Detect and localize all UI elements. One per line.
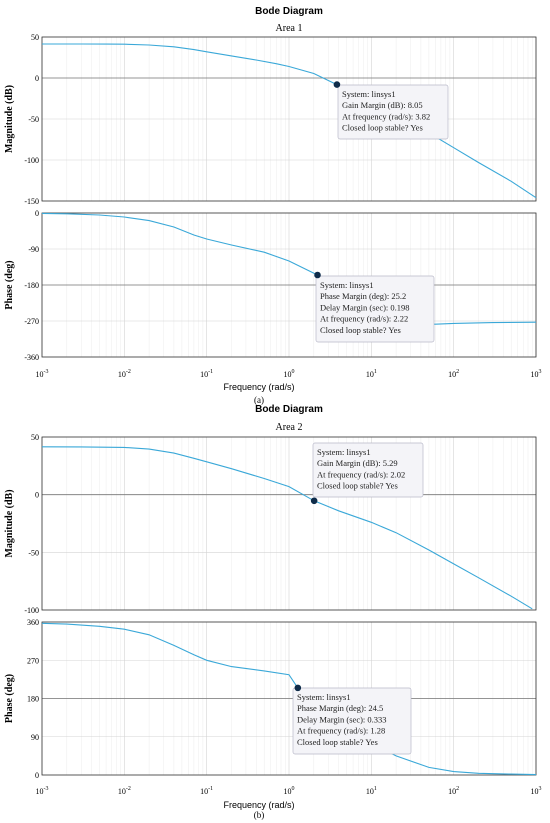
data-tip-line: At frequency (rad/s): 3.82	[342, 111, 430, 121]
y-tick-label: 360	[27, 618, 39, 627]
y-tick-label: -270	[24, 317, 39, 326]
x-axis-label: Frequency (rad/s)	[223, 382, 294, 392]
figure-caption: (b)	[254, 810, 265, 820]
data-tip-line: Closed loop stable? Yes	[342, 123, 423, 133]
x-tick-label: 101	[366, 786, 377, 796]
x-tick-label: 102	[448, 786, 459, 796]
chart-title: Bode Diagram	[255, 404, 323, 415]
y-tick-label: 0	[35, 491, 39, 500]
data-tip-line: At frequency (rad/s): 2.02	[317, 469, 405, 479]
y-tick-label: 50	[31, 433, 39, 442]
margin-marker	[310, 497, 318, 505]
y-tick-label: -90	[28, 245, 39, 254]
y-tick-label: 50	[31, 33, 39, 42]
data-tip-line: Closed loop stable? Yes	[297, 737, 378, 747]
figure-caption: (a)	[254, 395, 264, 405]
y-axis-label: Magnitude (dB)	[4, 489, 15, 557]
phase-panel: 0 -90 -180 -270 -360 Phase (deg) System: linsy…	[4, 209, 537, 362]
y-tick-label: 270	[27, 656, 39, 665]
data-tip-box	[315, 275, 435, 343]
data-tip-line: Delay Margin (sec): 0.198	[320, 302, 410, 312]
data-tip-line: At frequency (rad/s): 1.28	[297, 726, 385, 736]
x-tick-label: 103	[531, 786, 542, 796]
x-tick-label: 102	[448, 369, 459, 379]
y-axis-label: Phase (deg)	[4, 260, 15, 309]
axes-frame	[41, 36, 537, 202]
y-tick-label: 180	[27, 695, 39, 704]
axes-frame	[41, 212, 537, 358]
y-tick-label: -100	[24, 156, 39, 165]
axes-frame	[41, 621, 537, 776]
chart-title: Bode Diagram	[255, 6, 323, 17]
x-tick-label: 10-3	[36, 369, 49, 379]
x-tick-label: 100	[284, 786, 295, 796]
data-tip-box	[337, 84, 449, 140]
chart-subtitle: Area 2	[276, 422, 303, 433]
data-tip-box	[292, 687, 412, 755]
x-tick-label: 10-1	[200, 369, 213, 379]
y-tick-label: -50	[28, 548, 39, 557]
bode-chart-b: Bode Diagram Area 2 50 0 -50 -100 Magnitude (d…	[4, 404, 542, 820]
margin-marker	[333, 81, 341, 88]
data-tip-line: Gain Margin (dB): 5.29	[317, 458, 398, 468]
axes-frame	[41, 436, 537, 611]
y-tick-label: 90	[31, 733, 39, 742]
data-tip-line: At frequency (rad/s): 2.22	[320, 314, 408, 324]
y-tick-label: 0	[35, 771, 39, 780]
data-tip-line: Delay Margin (sec): 0.333	[297, 714, 387, 724]
bode-chart-a: Bode Diagram Area 1 50 0 -50 -100 -150 Magnitud…	[4, 6, 542, 405]
data-tip-line: System: linsys1	[342, 89, 396, 99]
data-tip-line: Gain Margin (dB): 8.05	[342, 100, 423, 110]
y-tick-label: -150	[24, 197, 39, 206]
magnitude-response-line	[42, 43, 537, 199]
data-tip-line: System: linsys1	[317, 447, 371, 457]
magnitude-response-line	[41, 446, 533, 610]
x-tick-label: 100	[284, 369, 295, 379]
magnitude-panel: 50 0 -50 -100 -150 Magnitude (dB) System: lins…	[4, 33, 537, 206]
margin-marker	[294, 684, 302, 692]
x-tick-label: 10-2	[118, 786, 131, 796]
margin-marker	[314, 271, 321, 279]
x-tick-label: 10-3	[36, 786, 49, 796]
data-tip-line: Phase Margin (deg): 25.2	[320, 291, 406, 301]
x-tick-label: 10-2	[118, 369, 131, 379]
y-tick-label: 0	[35, 209, 39, 218]
y-tick-label: -50	[28, 115, 39, 124]
phase-response-line	[41, 622, 537, 776]
x-axis-label: Frequency (rad/s)	[223, 800, 294, 810]
y-tick-label: -100	[24, 606, 39, 615]
y-axis-label: Magnitude (dB)	[4, 85, 15, 153]
data-tip-box	[312, 442, 424, 498]
x-tick-label: 103	[531, 369, 542, 379]
magnitude-panel: 50 0 -50 -100 Magnitude (dB) System: linsys1G…	[4, 433, 537, 615]
y-tick-label: -360	[24, 353, 39, 362]
x-tick-label: 10-1	[200, 786, 213, 796]
data-tip-line: System: linsys1	[320, 280, 374, 290]
x-tick-label: 101	[366, 369, 377, 379]
data-tip-line: System: linsys1	[297, 692, 351, 702]
phase-panel: 360 270 180 90 0 Phase (deg) System: linsys1Ph…	[4, 618, 537, 780]
chart-subtitle: Area 1	[276, 23, 303, 34]
data-tip-line: Phase Margin (deg): 24.5	[297, 703, 383, 713]
data-tip-line: Closed loop stable? Yes	[317, 481, 398, 491]
y-tick-label: -180	[24, 281, 39, 290]
data-tip-line: Closed loop stable? Yes	[320, 325, 401, 335]
y-tick-label: 0	[35, 74, 39, 83]
y-axis-label: Phase (deg)	[4, 674, 15, 723]
